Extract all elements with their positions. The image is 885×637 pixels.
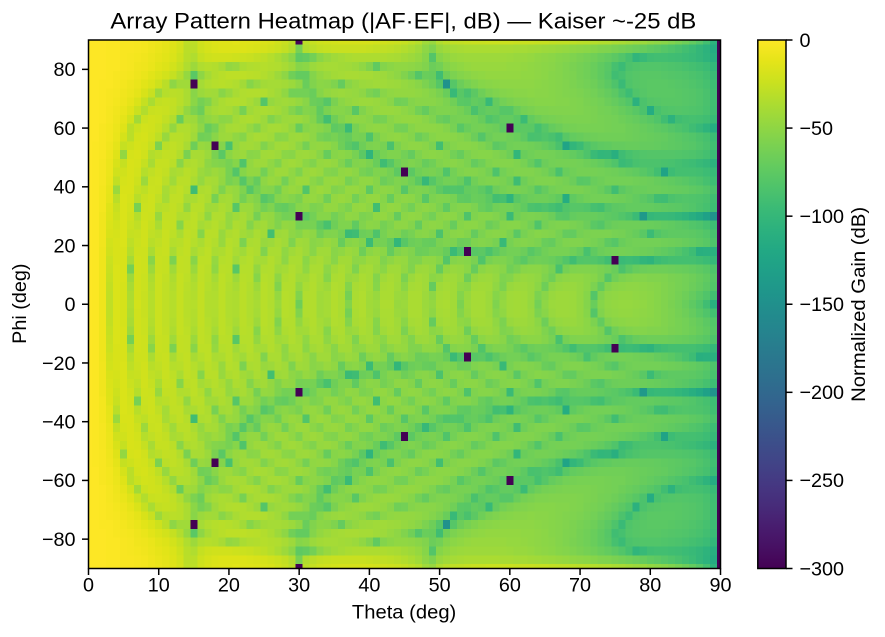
svg-text:40: 40 [358, 574, 380, 596]
svg-text:Theta (deg): Theta (deg) [352, 602, 456, 624]
svg-text:80: 80 [53, 59, 75, 81]
svg-text:−20: −20 [42, 353, 76, 375]
svg-text:−50: −50 [800, 118, 834, 140]
svg-text:0: 0 [64, 294, 75, 316]
svg-text:−150: −150 [800, 294, 845, 316]
svg-text:60: 60 [499, 574, 521, 596]
svg-text:80: 80 [639, 574, 661, 596]
svg-text:−80: −80 [42, 529, 76, 551]
svg-text:10: 10 [148, 574, 170, 596]
svg-text:30: 30 [288, 574, 310, 596]
svg-text:Phi (deg): Phi (deg) [9, 264, 31, 344]
svg-text:0: 0 [83, 574, 94, 596]
svg-text:90: 90 [709, 574, 731, 596]
svg-text:0: 0 [800, 30, 811, 52]
svg-text:20: 20 [218, 574, 240, 596]
svg-text:−250: −250 [800, 470, 845, 492]
svg-text:60: 60 [53, 118, 75, 140]
svg-text:20: 20 [53, 235, 75, 257]
svg-text:−300: −300 [800, 558, 845, 580]
svg-text:40: 40 [53, 177, 75, 199]
svg-text:−100: −100 [800, 206, 845, 228]
svg-text:50: 50 [429, 574, 451, 596]
svg-text:Array Pattern Heatmap (|AF·EF|: Array Pattern Heatmap (|AF·EF|, dB) — Ka… [110, 8, 696, 33]
svg-text:Normalized Gain (dB): Normalized Gain (dB) [848, 207, 870, 402]
svg-text:−60: −60 [42, 470, 76, 492]
svg-text:−40: −40 [42, 411, 76, 433]
svg-text:−200: −200 [800, 382, 845, 404]
svg-text:70: 70 [569, 574, 591, 596]
